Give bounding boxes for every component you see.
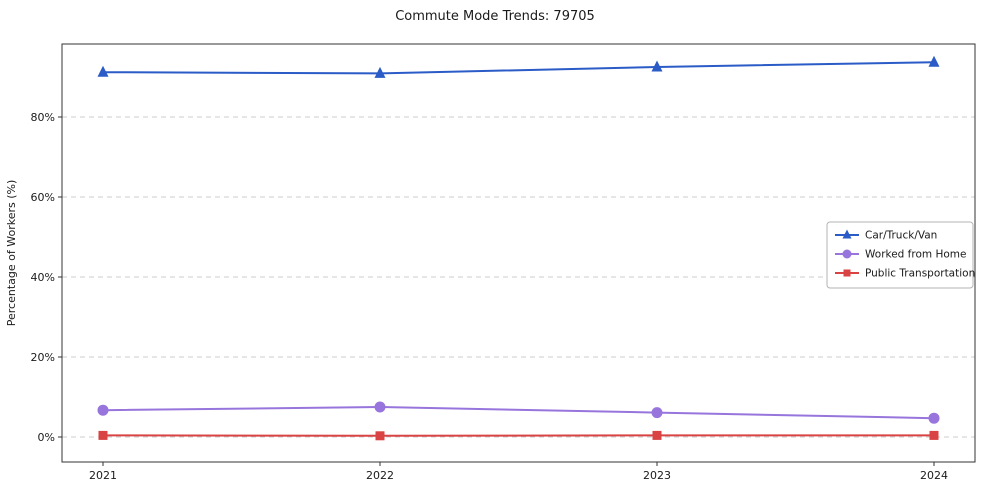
point-marker-circle xyxy=(97,404,109,416)
x-tick-label: 2023 xyxy=(643,469,671,482)
point-marker-triangle xyxy=(374,66,386,78)
y-axis-label: Percentage of Workers (%) xyxy=(5,180,18,327)
y-tick-label: 80% xyxy=(31,111,55,124)
y-tick-label: 0% xyxy=(38,431,55,444)
point-marker-triangle xyxy=(97,65,109,77)
point-marker-triangle xyxy=(842,229,852,239)
y-tick-label: 20% xyxy=(31,351,55,364)
point-marker-square xyxy=(98,430,108,440)
legend-label: Worked from Home xyxy=(865,249,966,261)
legend-label: Car/Truck/Van xyxy=(865,230,937,242)
series-worked-from-home xyxy=(97,401,940,424)
series-line xyxy=(102,405,935,420)
y-tick-label: 40% xyxy=(31,271,55,284)
legend-box xyxy=(826,221,974,289)
point-marker-square xyxy=(375,431,385,441)
x-tick-label: 2021 xyxy=(89,469,117,482)
chart-title: Commute Mode Trends: 79705 xyxy=(395,9,595,24)
legend-label: Public Transportation xyxy=(865,268,975,280)
point-marker-square xyxy=(652,430,662,440)
point-marker-triangle xyxy=(928,55,940,67)
point-marker-circle xyxy=(928,412,940,424)
point-marker-square xyxy=(929,430,939,440)
point-marker-triangle xyxy=(651,60,663,72)
point-marker-circle xyxy=(374,401,386,413)
series-car-truck-van xyxy=(97,55,940,78)
x-tick-label: 2022 xyxy=(366,469,394,482)
series-line xyxy=(102,61,935,75)
series-public-transportation xyxy=(98,430,939,441)
point-marker-circle xyxy=(842,249,852,259)
legend: Car/Truck/Van Worked from Home Public Tran… xyxy=(826,221,975,289)
y-tick-label: 60% xyxy=(31,191,55,204)
x-tick-label: 2024 xyxy=(920,469,948,482)
plot-area: 0% 20% 40% 60% 80% 2021 2022 2023 2024 Car/Truck/… xyxy=(31,43,976,482)
point-marker-circle xyxy=(651,407,663,419)
plot-border xyxy=(61,43,976,463)
point-marker-square xyxy=(843,269,851,277)
